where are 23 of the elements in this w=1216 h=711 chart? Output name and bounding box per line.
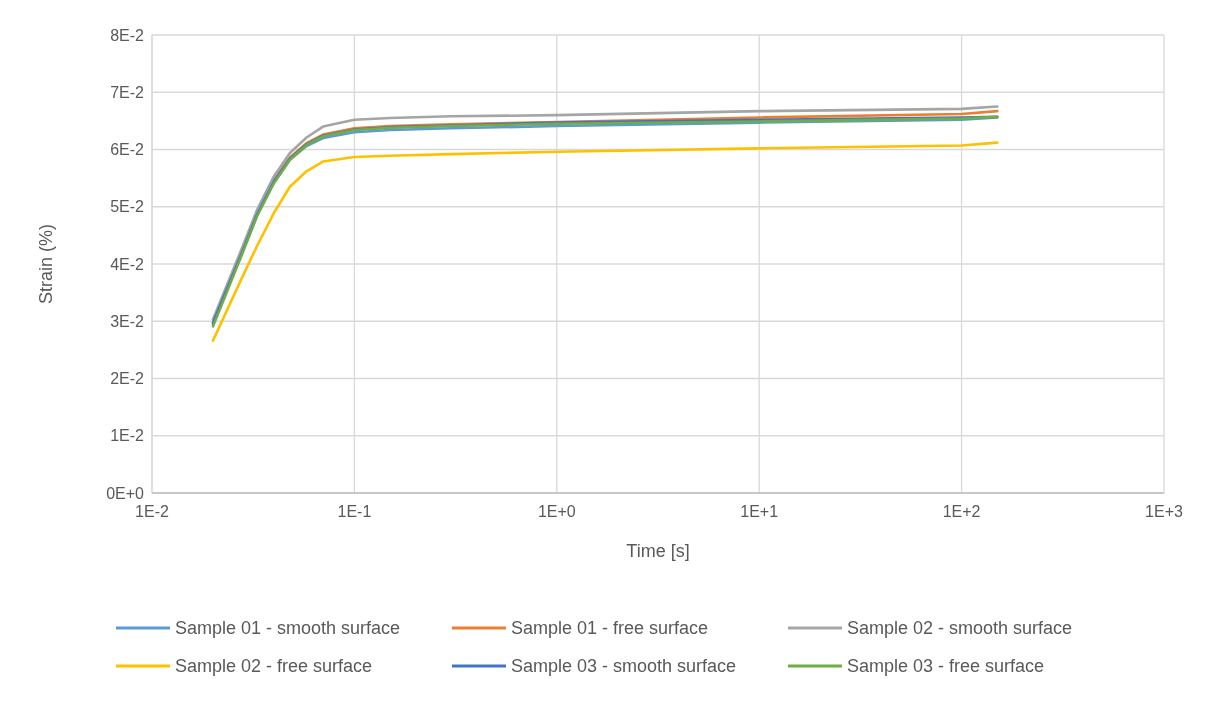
x-tick-label: 1E+1 — [740, 503, 779, 520]
x-tick-label: 1E+0 — [537, 503, 576, 520]
x-axis-title: Time [s] — [626, 541, 690, 561]
y-tick-label: 5E-2 — [110, 198, 145, 216]
legend-label: Sample 03 - smooth surface — [511, 656, 737, 677]
legend-label: Sample 01 - smooth surface — [175, 618, 401, 639]
y-tick-label: 0E+0 — [106, 484, 145, 502]
legend-label: Sample 02 - free surface — [175, 656, 373, 677]
y-axis-title: Strain (%) — [36, 223, 56, 305]
x-tick-label: 1E+3 — [1145, 503, 1184, 520]
y-tick-label: 8E-2 — [110, 26, 145, 44]
y-tick-label: 4E-2 — [110, 255, 145, 273]
y-tick-label: 3E-2 — [110, 312, 145, 330]
legend-label: Sample 03 - free surface — [847, 656, 1045, 677]
y-tick-label: 1E-2 — [110, 427, 145, 445]
legend-label: Sample 02 - smooth surface — [847, 618, 1073, 639]
x-tick-label: 1E+2 — [942, 503, 981, 520]
legend-label: Sample 01 - free surface — [511, 618, 709, 639]
x-tick-label: 1E-2 — [135, 503, 169, 520]
x-tick-label: 1E-1 — [337, 503, 372, 520]
y-tick-label: 2E-2 — [110, 370, 145, 388]
y-tick-label: 6E-2 — [110, 141, 145, 159]
y-tick-label: 7E-2 — [110, 83, 145, 101]
